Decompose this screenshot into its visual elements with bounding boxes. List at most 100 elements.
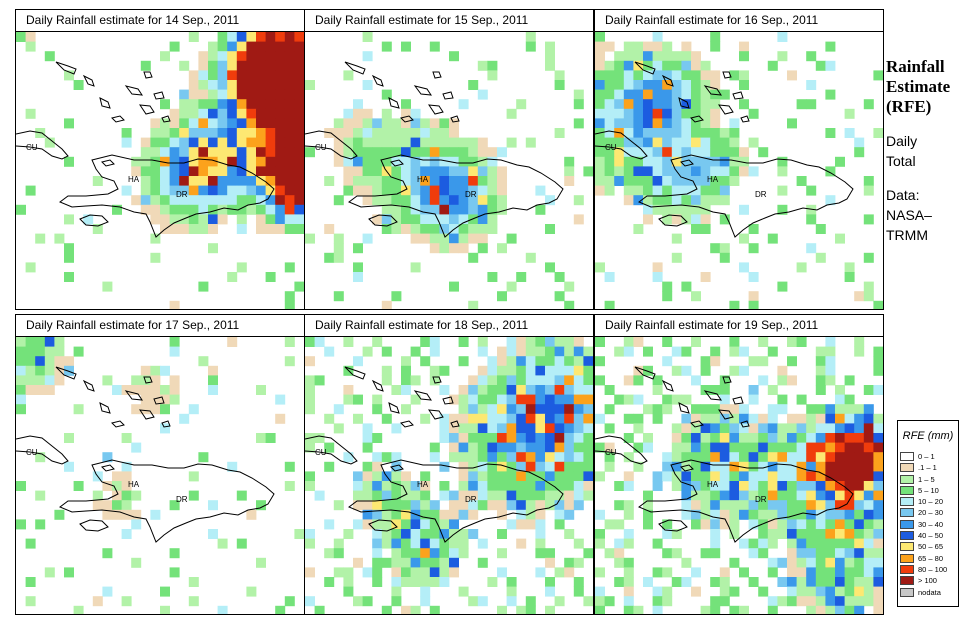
rain-cell [516,433,527,443]
rain-cell [545,413,555,424]
rain-cell [381,224,392,234]
rain-cell [372,404,383,415]
rain-cell [477,461,488,472]
rain-cell [516,404,527,415]
rain-cell [787,577,797,587]
rain-cell [391,195,402,206]
rain-cell [458,404,469,415]
rain-cell [449,452,459,463]
rain-cell [748,577,759,587]
rain-cell [236,204,247,215]
rain-cell [294,89,304,100]
rain-cell [700,166,711,177]
rain-cell [362,156,373,167]
rain-cell [681,214,692,225]
rain-cell [535,500,546,511]
rain-cell [439,567,450,578]
rain-cell [863,413,874,424]
rain-cell [439,461,450,472]
rain-cell [169,195,180,206]
rain-cell [294,147,304,158]
rain-cell [835,529,845,539]
rain-cell [188,156,199,167]
rain-cell [700,433,711,443]
country-label: CU [605,143,617,152]
coastline [703,85,723,96]
rain-cell [333,548,344,559]
rain-cell [573,365,584,376]
coastline [717,104,734,115]
rain-cell [671,60,682,71]
rain-cell [554,80,565,90]
rain-cell [497,500,507,511]
rain-cell [729,471,740,482]
rain-cell [468,433,479,443]
rain-cell [439,519,450,530]
rain-cell [506,586,517,597]
rain-cell [623,60,634,71]
rain-cell [815,224,826,234]
rain-cell [748,394,759,405]
rain-cell [614,481,625,491]
rain-cell [333,243,344,254]
rain-cell [305,404,315,415]
rain-cell [554,481,565,491]
rain-cell [487,404,498,415]
rain-cell [217,60,228,71]
rain-cell [208,80,218,90]
rain-cell [525,385,536,395]
rain-cell [883,471,884,481]
rain-cell [844,272,855,282]
rain-cell [449,128,459,138]
rain-cell [324,176,335,186]
rain-cell [535,509,546,520]
rain-cell [468,442,479,453]
rain-cell [516,452,527,463]
rain-cell [671,137,682,148]
rain-cell [835,413,845,424]
rain-cell [604,80,615,90]
rain-cell [700,404,711,415]
rain-cell [758,375,769,386]
rain-cell [748,490,759,501]
rain-cell [719,385,730,395]
rain-cell [458,195,469,206]
rain-cell [525,137,536,148]
rain-cell [787,423,797,434]
rain-cell [381,41,392,52]
rain-cell [691,176,701,186]
rain-cell [700,500,711,511]
rain-cell [767,596,778,607]
rain-cell [487,385,498,395]
rain-cell [825,41,836,52]
rain-cell [458,166,469,177]
rain-cell [633,70,644,81]
rain-cell [54,233,65,244]
rain-cell [217,51,228,62]
rain-cell [535,204,546,215]
rain-cell [691,185,701,196]
rain-cell [198,51,209,62]
rain-cell [140,166,151,177]
rain-cell [583,346,593,357]
rain-cell [150,394,161,405]
legend-label: 80 – 100 [918,564,948,574]
rain-cell [681,41,692,52]
rain-cell [468,195,479,206]
rain-cell [275,214,286,225]
rain-cell [265,137,276,148]
rain-cell [188,128,199,138]
rain-cell [643,500,653,511]
rain-cell [535,471,546,482]
rain-cell [449,51,459,62]
rain-cell [236,490,247,501]
rain-cell [710,404,721,415]
rain-cell [477,346,488,357]
rain-cell [150,195,161,206]
rain-cell [573,118,584,129]
rain-cell [227,204,238,215]
coastline [348,459,564,543]
rain-cell [525,394,536,405]
rain-cell [227,80,238,90]
rain-cell [150,204,161,215]
